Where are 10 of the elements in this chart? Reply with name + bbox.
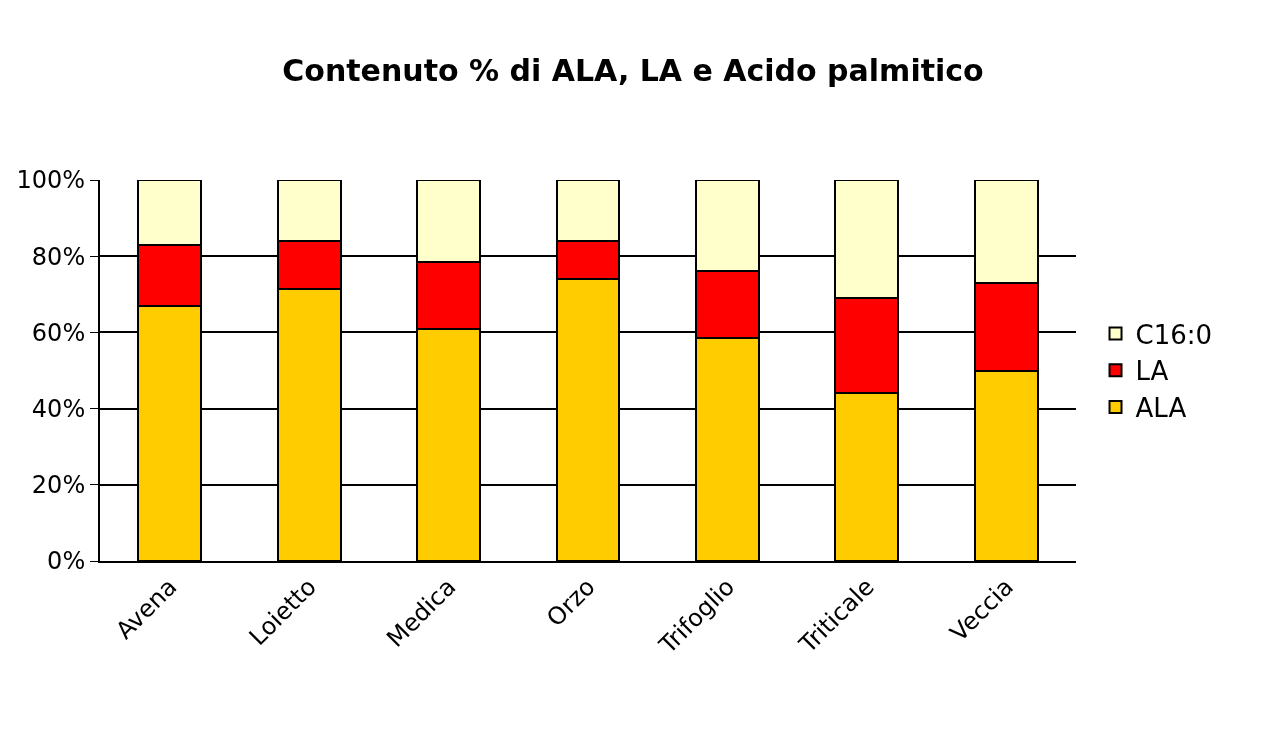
chart-title: Contenuto % di ALA, LA e Acido palmitico xyxy=(282,53,984,89)
y-tick-label: 0% xyxy=(47,547,86,576)
y-tick-label: 100% xyxy=(16,166,86,195)
y-tick-label: 80% xyxy=(31,242,86,271)
legend-label: LA xyxy=(1135,356,1169,387)
y-tick-label: 20% xyxy=(31,471,86,500)
legend-label: ALA xyxy=(1135,393,1187,424)
y-tick-label: 60% xyxy=(31,318,86,347)
legend-label: C16:0 xyxy=(1135,319,1213,350)
y-tick-label: 40% xyxy=(31,395,86,423)
